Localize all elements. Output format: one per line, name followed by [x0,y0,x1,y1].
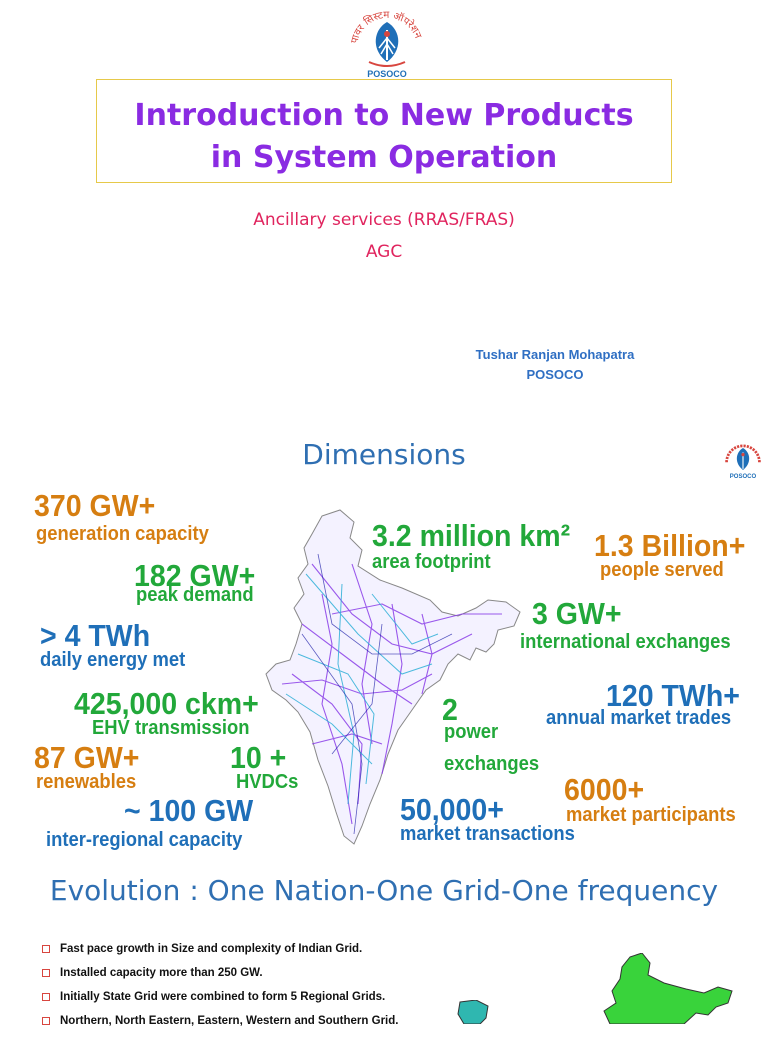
dimensions-slide: Dimensions POSOCO [0,418,768,858]
stat-hvdc-value: 10 + [230,740,287,775]
stat-peak-value: 182 GW+ [134,558,256,593]
stat-market-trades-label: annual market trades [546,707,732,729]
bullet-item: Installed capacity more than 250 GW. [42,966,398,990]
logo-small-posoco-text: POSOCO [730,474,757,480]
stat-ehv-value: 425,000 ckm+ [74,686,259,721]
evolution-title: Evolution : One Nation-One Grid-One freq… [49,874,719,907]
bullet-text: Installed capacity more than 250 GW. [60,967,263,979]
author-name: Tushar Ranjan Mohapatra [475,347,635,362]
stat-generation-value: 370 GW+ [34,488,156,523]
bullet-text: Northern, North Eastern, Eastern, Wester… [60,1015,399,1027]
title-line-1: Introduction to New Products [134,98,634,133]
stat-international-label: international exchanges [520,631,731,653]
title-box: Introduction to New Products in System O… [96,79,672,183]
stat-interregional-value: ~ 100 GW [124,793,254,828]
dimensions-title: Dimensions [302,438,466,471]
india-map-green [603,953,733,1024]
stat-international-value: 3 GW+ [532,596,622,631]
stat-participants-label: market participants [566,804,736,826]
stat-people-value: 1.3 Billion+ [594,528,746,563]
stat-participants-value: 6000+ [564,772,645,807]
posoco-logo: पावर सिस्टम ऑपरेशन POSOCO [349,10,423,79]
stat-energy-value: > 4 TWh [40,618,151,653]
author-org: POSOCO [526,367,584,382]
stat-exchanges-label-1: power [444,721,499,743]
stat-exchanges-value: 2 [442,692,458,727]
title-slide: पावर सिस्टम ऑपरेशन POSOCO Introduction t… [0,0,768,418]
stat-generation-label: generation capacity [36,523,209,545]
india-grid-map [265,509,521,845]
logo-posoco-text: POSOCO [367,69,407,79]
bullet-item: Northern, North Eastern, Eastern, Wester… [42,1014,398,1038]
stat-peak-label: peak demand [136,584,254,606]
bullet-text: Initially State Grid were combined to fo… [60,991,386,1003]
stat-ehv-label: EHV transmission [92,717,250,739]
subtitle-agc: AGC [365,242,403,262]
bullet-square-icon [42,945,50,953]
subtitle-ancillary: Ancillary services (RRAS/FRAS) [253,210,515,230]
stat-market-trades-value: 120 TWh+ [606,678,740,713]
stat-exchanges-label-2: exchanges [444,753,540,775]
stat-people-label: people served [600,559,724,581]
stat-hvdc-label: HVDCs [236,771,299,793]
stat-transactions-label: market transactions [400,823,575,845]
stat-transactions-value: 50,000+ [400,792,504,827]
stat-renewables-label: renewables [36,771,137,793]
stat-area-label: area footprint [372,551,491,573]
bullet-square-icon [42,993,50,1001]
evolution-slide: Evolution : One Nation-One Grid-One freq… [0,858,768,1027]
bullet-square-icon [42,969,50,977]
region-map-teal [457,1000,489,1024]
stat-area-value: 3.2 million km² [372,518,571,553]
bullet-text: Fast pace growth in Size and complexity … [60,943,363,955]
title-line-2: in System Operation [210,140,558,175]
bullet-item: Initially State Grid were combined to fo… [42,990,398,1014]
stat-energy-label: daily energy met [40,649,186,671]
posoco-logo-small: POSOCO [725,444,761,480]
bullet-item: Fast pace growth in Size and complexity … [42,942,398,966]
stat-interregional-label: inter-regional capacity [46,829,243,851]
stat-renewables-value: 87 GW+ [34,740,140,775]
